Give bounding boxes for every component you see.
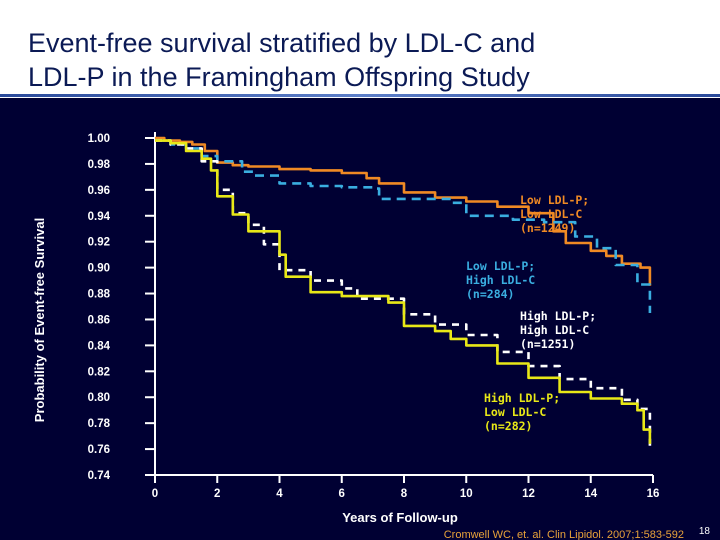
x-tick-label: 6 — [339, 488, 345, 500]
x-tick-label: 8 — [401, 488, 408, 500]
y-tick-label: 0.78 — [88, 418, 111, 430]
series-line-4 — [155, 139, 652, 444]
survival-chart: 0.74 0.76 0.78 0.80 0.82 0.84 0.86 0.88 0.90 0.92… — [32, 132, 711, 540]
series-line-1 — [155, 136, 652, 286]
chart-series — [155, 136, 652, 447]
series-label-line: (n=1251) — [520, 337, 575, 351]
y-tick-label: 0.98 — [88, 159, 111, 171]
y-tick-label: 0.90 — [88, 263, 110, 275]
series-label-line: High LDL-C — [520, 323, 589, 337]
x-tick-label: 10 — [460, 488, 473, 500]
y-tick-label: 0.96 — [88, 185, 110, 197]
series-label-4: High LDL-P;Low LDL-C(n=282) — [484, 391, 560, 433]
y-tick-label: 0.88 — [88, 289, 111, 301]
series-label-line: Low LDL-P; — [466, 259, 535, 273]
y-tick-label: 0.76 — [88, 444, 110, 456]
x-tick-label: 2 — [214, 488, 220, 500]
series-label-3: High LDL-P;High LDL-C(n=1251) — [520, 309, 596, 351]
series-line-3 — [155, 139, 652, 447]
y-tick-label: 0.92 — [88, 237, 110, 249]
x-tick-label: 0 — [152, 488, 158, 500]
series-label-1: Low LDL-P;Low LDL-C(n=1249) — [520, 193, 589, 235]
x-tick-label: 14 — [584, 488, 597, 500]
y-tick-label: 1.00 — [88, 133, 110, 145]
slide-title-line-2: LDL-P in the Framingham Offspring Study — [28, 62, 530, 92]
chart-panel: 0.74 0.76 0.78 0.80 0.82 0.84 0.86 0.88 0.90 0.92… — [0, 98, 720, 540]
series-line-2 — [155, 139, 652, 313]
series-label-line: (n=1249) — [520, 221, 575, 235]
series-label-line: Low LDL-C — [484, 405, 546, 419]
y-tick-label: 0.94 — [88, 211, 111, 223]
x-tick-label: 12 — [522, 488, 535, 500]
slide-title-line-1: Event-free survival stratified by LDL-C … — [28, 28, 536, 58]
chart-axes: 0.74 0.76 0.78 0.80 0.82 0.84 0.86 0.88 0.90 0.92… — [88, 132, 660, 500]
series-label-line: High LDL-P; — [484, 391, 560, 405]
y-tick-label: 0.86 — [88, 314, 110, 326]
y-tick-label: 0.80 — [88, 392, 110, 404]
series-label-line: Low LDL-C — [520, 207, 582, 221]
title-divider — [0, 94, 720, 97]
y-tick-label: 0.84 — [88, 340, 111, 352]
series-label-2: Low LDL-P;High LDL-C(n=284) — [466, 259, 535, 301]
page-number: 18 — [699, 526, 711, 537]
citation: Cromwell WC, et. al. Clin Lipidol. 2007;… — [444, 529, 684, 540]
series-label-line: (n=282) — [484, 419, 532, 433]
chart-series-labels: Low LDL-P;Low LDL-C(n=1249)Low LDL-P;Hig… — [466, 193, 596, 433]
x-tick-label: 16 — [647, 488, 660, 500]
y-tick-label: 0.74 — [88, 470, 111, 482]
x-tick-label: 4 — [276, 488, 283, 500]
series-label-line: Low LDL-P; — [520, 193, 589, 207]
x-axis-title: Years of Follow-up — [342, 510, 458, 525]
y-axis-title: Probability of Event-free Survival — [32, 218, 47, 422]
y-tick-label: 0.82 — [88, 366, 110, 378]
series-label-line: High LDL-C — [466, 273, 535, 287]
slide-title: Event-free survival stratified by LDL-C … — [28, 26, 708, 94]
series-label-line: High LDL-P; — [520, 309, 596, 323]
series-label-line: (n=284) — [466, 287, 514, 301]
